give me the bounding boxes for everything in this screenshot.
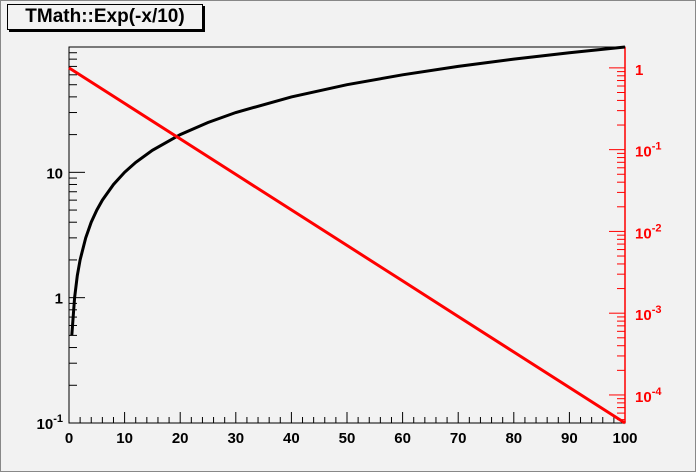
x-tick-label: 20 xyxy=(172,430,189,447)
right-tick-label: 10-1 xyxy=(635,141,661,161)
x-tick-label: 90 xyxy=(561,430,578,447)
x-tick-label: 30 xyxy=(227,430,244,447)
x-tick-label: 70 xyxy=(450,430,467,447)
right-tick-label: 10-4 xyxy=(635,386,662,406)
left-tick-label: 10 xyxy=(46,165,63,182)
x-tick-label: 40 xyxy=(283,430,300,447)
left-tick-label: 10-1 xyxy=(37,413,63,433)
x-tick-label: 80 xyxy=(505,430,522,447)
right-tick-label: 10-2 xyxy=(635,222,661,242)
x-tick-label: 10 xyxy=(116,430,133,447)
chart-title: TMath::Exp(-x/10) xyxy=(7,4,203,30)
plot-frame xyxy=(68,46,626,424)
series-line-0 xyxy=(70,45,626,336)
right-tick-label: 1 xyxy=(635,62,643,79)
x-tick-label: 50 xyxy=(339,430,356,447)
x-tick-label: 0 xyxy=(65,430,73,447)
series-line-1 xyxy=(68,66,626,425)
left-tick-label: 1 xyxy=(55,291,63,308)
right-tick-label: 10-3 xyxy=(635,304,661,324)
x-tick-label: 60 xyxy=(394,430,411,447)
x-tick-label: 100 xyxy=(612,430,637,447)
